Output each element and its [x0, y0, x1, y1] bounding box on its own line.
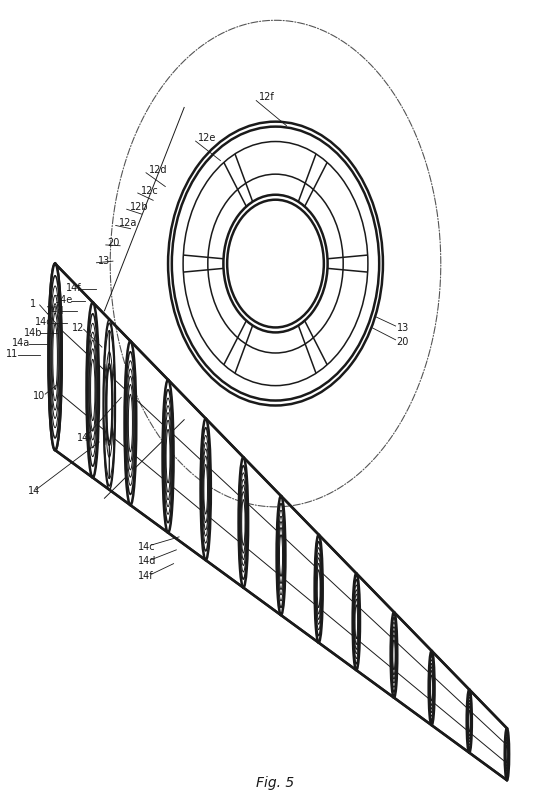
Ellipse shape	[277, 496, 285, 615]
Text: 14d: 14d	[138, 556, 156, 566]
Ellipse shape	[353, 573, 360, 670]
Text: 14d: 14d	[46, 306, 64, 315]
Ellipse shape	[48, 264, 62, 450]
Text: 14e: 14e	[55, 295, 73, 305]
Ellipse shape	[48, 264, 62, 450]
Text: 14: 14	[77, 433, 89, 443]
Text: 14b: 14b	[24, 328, 43, 337]
Text: 12a: 12a	[118, 218, 137, 228]
Ellipse shape	[87, 303, 99, 478]
Ellipse shape	[429, 650, 435, 725]
Text: 13: 13	[397, 324, 409, 333]
Text: 14f: 14f	[66, 283, 82, 293]
Text: 12f: 12f	[259, 92, 275, 102]
Ellipse shape	[505, 728, 509, 780]
Ellipse shape	[163, 380, 174, 533]
Ellipse shape	[315, 534, 323, 642]
Text: 14c: 14c	[35, 317, 53, 327]
Text: 20: 20	[107, 238, 120, 248]
Text: 12c: 12c	[141, 186, 158, 195]
Text: Fig. 5: Fig. 5	[256, 775, 295, 790]
Text: 11: 11	[6, 350, 18, 359]
Text: 14f: 14f	[138, 571, 153, 581]
Text: 14c: 14c	[138, 542, 155, 551]
Ellipse shape	[201, 418, 211, 560]
Text: 12b: 12b	[129, 202, 148, 212]
Text: 12e: 12e	[198, 133, 217, 143]
Text: 14: 14	[28, 486, 40, 496]
Ellipse shape	[467, 689, 472, 753]
Ellipse shape	[168, 122, 383, 405]
Text: 20: 20	[397, 337, 409, 347]
Ellipse shape	[239, 457, 248, 588]
Ellipse shape	[391, 612, 397, 697]
Ellipse shape	[103, 320, 115, 490]
Text: 10: 10	[33, 391, 45, 401]
Text: 13: 13	[98, 256, 110, 266]
Text: 14a: 14a	[12, 338, 30, 348]
Text: 12: 12	[72, 324, 84, 333]
Text: 1: 1	[30, 299, 36, 309]
Ellipse shape	[125, 341, 136, 505]
Text: 12d: 12d	[149, 165, 168, 175]
